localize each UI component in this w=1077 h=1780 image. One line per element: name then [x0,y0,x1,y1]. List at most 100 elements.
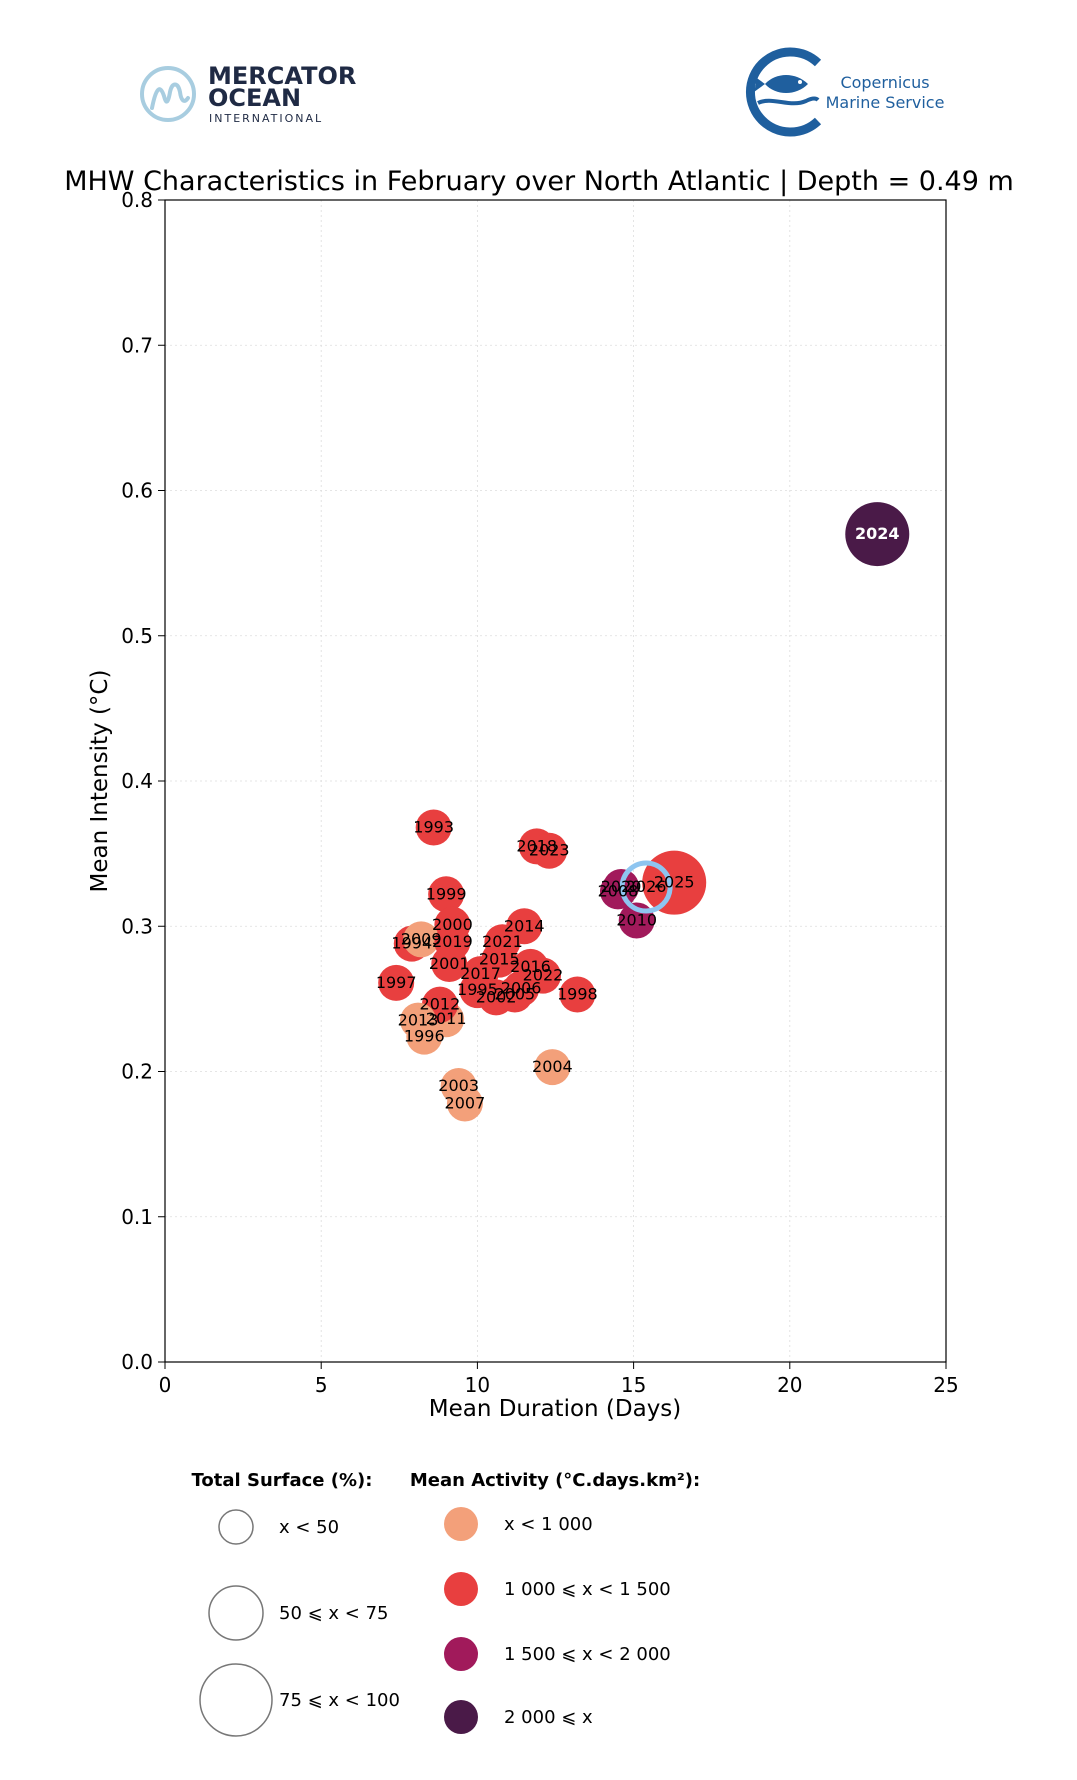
legend-activity-marker [444,1507,478,1541]
point-2019[interactable] [434,924,471,961]
y-tick-label: 0.1 [121,1205,153,1229]
point-label-2004: 2004 [532,1057,573,1076]
point-label-2017: 2017 [460,964,501,983]
point-2017[interactable] [462,956,499,993]
point-1993[interactable] [415,809,452,846]
point-2021[interactable] [484,924,521,961]
point-label-1995: 1995 [457,980,498,999]
point-label-2011: 2011 [426,1009,467,1028]
point-label-2012: 2012 [420,995,461,1014]
legend-surface-label: 75 ⩽ x < 100 [279,1690,400,1711]
point-2013[interactable] [400,1002,437,1039]
point-2022[interactable] [525,957,562,994]
legend-surface-label: 50 ⩽ x < 75 [279,1603,389,1624]
legend: Total Surface (%): Mean Activity (°C.day… [192,1470,700,1737]
legend-activity-marker [444,1700,478,1734]
x-tick-label: 5 [315,1373,328,1397]
point-label-2009: 2009 [401,929,442,948]
point-2024[interactable] [845,502,910,567]
point-label-2024: 2024 [855,524,900,543]
copernicus-logo: Copernicus Marine Service [745,47,945,137]
fish-eye-icon [798,80,802,84]
point-label-2000: 2000 [432,915,473,934]
legend-surface-marker [218,1509,254,1545]
axis-ticks: 0 5 10 15 20 25 0.0 0.1 0.2 0.3 0.4 0.5 0.6 0.7 0.8 [121,188,959,1397]
fish-icon [754,75,808,93]
x-tick-label: 0 [159,1373,172,1397]
point-2004[interactable] [534,1049,571,1086]
point-1999[interactable] [428,876,465,913]
y-tick-label: 0.8 [121,188,153,212]
point-2009[interactable] [403,921,440,958]
point-1998[interactable] [559,976,596,1013]
point-label-2006: 2006 [501,979,542,998]
point-label-1996: 1996 [404,1027,445,1046]
mercator-logo-line2: OCEAN [208,84,301,112]
mercator-logo: MERCATOR OCEAN INTERNATIONAL [140,62,356,125]
data-points [378,502,910,1122]
legend-activity-label: 2 000 ⩽ x [504,1707,593,1728]
point-label-2007: 2007 [445,1093,486,1112]
point-label-2001: 2001 [429,954,470,973]
legend-activity-label: 1 500 ⩽ x < 2 000 [504,1644,671,1665]
point-highlight-2026[interactable] [619,860,673,914]
y-tick-label: 0.5 [121,624,153,648]
copernicus-logo-ring [745,47,822,137]
legend-surface-label: x < 50 [279,1517,339,1538]
y-tick-label: 0.3 [121,914,153,938]
copernicus-logo-line1: Copernicus [840,73,929,92]
point-label-2010: 2010 [616,910,657,929]
point-2007[interactable] [446,1085,483,1122]
point-label-2013: 2013 [398,1011,439,1030]
x-tick-label: 15 [621,1373,646,1397]
x-tick-label: 25 [933,1373,958,1397]
x-tick-label: 10 [465,1373,490,1397]
legend-surface-entries: x < 50 50 ⩽ x < 75 75 ⩽ x < 100 [199,1509,400,1737]
point-label-1997: 1997 [376,973,417,992]
y-tick-label: 0.0 [121,1350,153,1374]
point-label-1994: 1994 [391,934,432,953]
point-label-2002: 2002 [476,987,517,1006]
point-label-2005: 2005 [495,985,536,1004]
point-label-2014: 2014 [504,916,545,935]
mercator-logo-line1: MERCATOR [208,62,356,90]
chart-title: MHW Characteristics in February over Nor… [64,166,1014,197]
point-label-2016: 2016 [510,957,551,976]
legend-activity-label: x < 1 000 [504,1514,593,1535]
point-label-2018: 2018 [516,836,557,855]
y-tick-label: 0.2 [121,1060,153,1084]
point-1997[interactable] [378,964,415,1001]
point-label-2015: 2015 [479,950,520,969]
legend-activity-marker [444,1637,478,1671]
point-label-2003: 2003 [438,1076,479,1095]
legend-surface-marker [199,1663,273,1737]
legend-surface-title: Total Surface (%): [192,1470,373,1491]
point-label-2019: 2019 [432,932,473,951]
y-axis-label: Mean Intensity (°C) [87,670,113,893]
point-label-2022: 2022 [523,966,564,985]
point-label-2023: 2023 [529,841,570,860]
mercator-logo-m-mark [150,82,190,110]
y-tick-label: 0.7 [121,333,153,357]
point-label-1999: 1999 [426,884,467,903]
x-axis-label: Mean Duration (Days) [429,1396,682,1422]
point-label-2020: 2020 [601,877,642,896]
legend-activity-label: 1 000 ⩽ x < 1 500 [504,1579,671,1600]
y-tick-label: 0.4 [121,769,153,793]
point-label-1993: 1993 [413,817,454,836]
point-label-2025: 2025 [654,873,695,892]
legend-activity-title: Mean Activity (°C.days.km²): [410,1470,700,1491]
point-2023[interactable] [531,832,568,869]
point-labels: 1993 1994 1995 1996 1997 1998 1999 2000 2001 2002… [376,524,900,1112]
copernicus-logo-line2: Marine Service [826,93,945,112]
point-label-2026: 2026 [626,877,667,896]
point-label-2008: 2008 [598,881,639,900]
mercator-logo-line3: INTERNATIONAL [209,112,323,125]
copernicus-logo-wave [757,96,820,106]
legend-activity-entries: x < 1 000 1 000 ⩽ x < 1 500 1 500 ⩽ x < 2 … [444,1507,671,1734]
y-tick-label: 0.6 [121,479,153,503]
legend-surface-marker [208,1585,264,1641]
point-label-2021: 2021 [482,932,523,951]
